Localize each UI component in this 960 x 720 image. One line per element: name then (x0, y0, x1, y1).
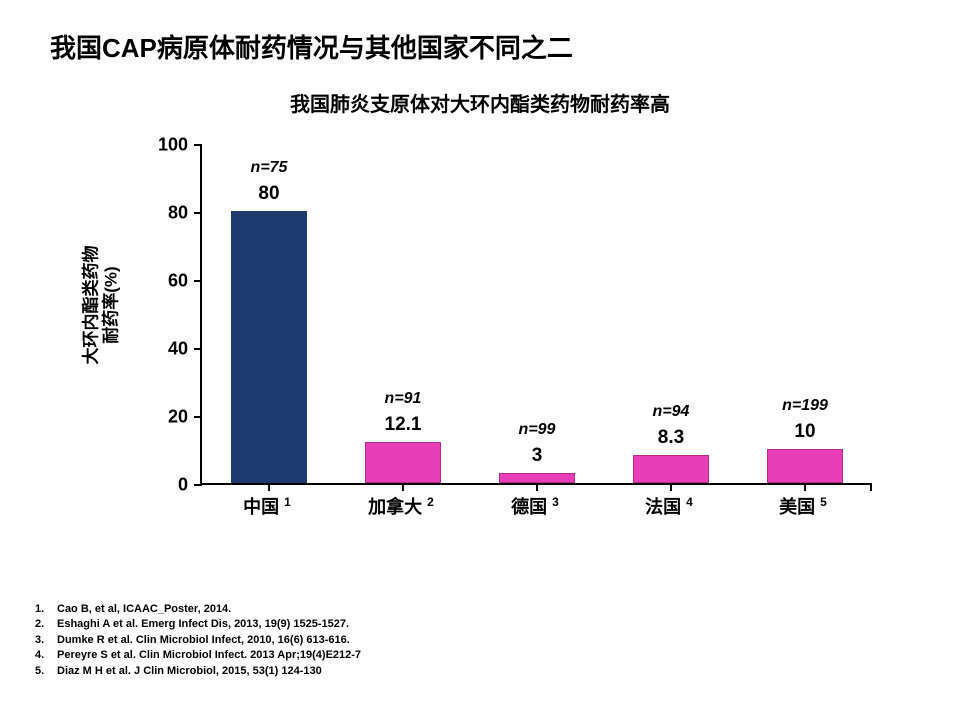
y-tick-label: 20 (168, 407, 188, 428)
x-axis-label: 美国 5 (779, 493, 827, 519)
x-tick (268, 483, 270, 491)
y-tick (194, 416, 202, 418)
reference-text: Dumke R et al. Clin Microbiol Infect, 20… (57, 633, 350, 648)
reference-text: Pereyre S et al. Clin Microbiol Infect. … (57, 648, 361, 663)
x-ref-sup: 1 (284, 495, 291, 509)
reference-number: 2. (35, 617, 57, 632)
y-axis-label: 大环内酯类药物 耐药率(%) (82, 246, 123, 365)
reference-row: 5.Diaz M H et al. J Clin Microbiol, 2015… (35, 664, 361, 679)
y-tick-label: 60 (168, 271, 188, 292)
bar (365, 442, 441, 483)
y-tick (194, 280, 202, 282)
reference-row: 1.Cao B, et al, ICAAC_Poster, 2014. (35, 602, 361, 617)
bar-value-label: 12.1 (385, 414, 422, 436)
x-ref-sup: 3 (552, 495, 559, 509)
x-tick (870, 483, 872, 491)
x-tick (804, 483, 806, 491)
reference-text: Diaz M H et al. J Clin Microbiol, 2015, … (57, 664, 322, 679)
reference-row: 4.Pereyre S et al. Clin Microbiol Infect… (35, 648, 361, 663)
chart-subtitle: 我国肺炎支原体对大环内酯类药物耐药率高 (0, 88, 960, 117)
reference-number: 5. (35, 664, 57, 679)
reference-number: 1. (35, 602, 57, 617)
x-category: 加拿大 (368, 497, 422, 517)
y-tick (194, 144, 202, 146)
x-axis-label: 中国 1 (243, 493, 291, 519)
bar (499, 473, 575, 483)
x-category: 法国 (645, 497, 681, 517)
x-ref-sup: 4 (686, 495, 693, 509)
reference-number: 3. (35, 633, 57, 648)
bar-n-label: n=94 (653, 403, 690, 421)
x-tick (536, 483, 538, 491)
y-tick-label: 40 (168, 339, 188, 360)
main-title: 我国CAP病原体耐药情况与其他国家不同之二 (50, 28, 573, 65)
reference-text: Cao B, et al, ICAAC_Poster, 2014. (57, 602, 231, 617)
y-tick (194, 212, 202, 214)
bar-value-label: 80 (258, 183, 279, 205)
bar-value-label: 3 (532, 445, 543, 467)
y-tick-label: 100 (158, 135, 188, 156)
bar (767, 449, 843, 483)
bar-n-label: n=99 (519, 421, 556, 439)
bar (633, 455, 709, 483)
y-tick-label: 80 (168, 203, 188, 224)
x-ref-sup: 5 (820, 495, 827, 509)
bar-value-label: 10 (794, 421, 815, 443)
x-axis-label: 加拿大 2 (368, 493, 434, 519)
bar (231, 211, 307, 483)
x-category: 德国 (511, 497, 547, 517)
reference-row: 3.Dumke R et al. Clin Microbiol Infect, … (35, 633, 361, 648)
references: 1.Cao B, et al, ICAAC_Poster, 2014.2.Esh… (35, 602, 361, 679)
y-axis-label-line2: 耐药率(%) (102, 266, 121, 343)
y-tick-label: 0 (178, 475, 188, 496)
x-category: 美国 (779, 497, 815, 517)
reference-text: Eshaghi A et al. Emerg Infect Dis, 2013,… (57, 617, 349, 632)
x-axis-label: 法国 4 (645, 493, 693, 519)
plot-area: 80 n=75 12.1 n=91 3 n=99 8.3 n=94 10 n=199 (200, 145, 870, 485)
bar-n-label: n=199 (782, 397, 828, 415)
reference-row: 2.Eshaghi A et al. Emerg Infect Dis, 201… (35, 617, 361, 632)
bar-n-label: n=75 (251, 159, 288, 177)
x-tick (670, 483, 672, 491)
x-tick (402, 483, 404, 491)
x-ref-sup: 2 (427, 495, 434, 509)
x-category: 中国 (243, 497, 279, 517)
bar-n-label: n=91 (385, 390, 422, 408)
reference-number: 4. (35, 648, 57, 663)
bar-value-label: 8.3 (658, 427, 684, 449)
y-axis-label-line1: 大环内酯类药物 (82, 246, 101, 365)
y-tick (194, 348, 202, 350)
bar-chart: 大环内酯类药物 耐药率(%) 80n=7512.1n=913n=998.3n=9… (130, 145, 890, 535)
y-tick (194, 484, 202, 486)
x-axis-label: 德国 3 (511, 493, 559, 519)
